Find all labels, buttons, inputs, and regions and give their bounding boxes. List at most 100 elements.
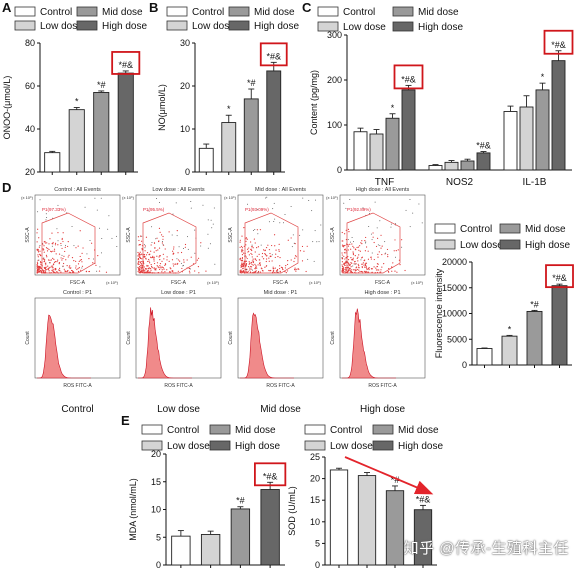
- flow-hist-ylabel: Count: [330, 331, 336, 345]
- flow-event-dot: [350, 271, 352, 273]
- flow-event-dot: [391, 270, 393, 272]
- flow-event-dot: [77, 263, 80, 265]
- flow-event-dot: [343, 202, 345, 204]
- chart-c-legend-swatch: [392, 21, 414, 32]
- flow-event-dot: [150, 244, 152, 246]
- flow-event-dot: [243, 245, 245, 247]
- flow-scatter-exp: (x 10⁶): [21, 195, 34, 200]
- flow-event-dot: [145, 257, 147, 259]
- flow-event-dot: [377, 244, 379, 246]
- flow-event-dot: [315, 199, 317, 201]
- flow-event-dot: [351, 259, 353, 261]
- flow-event-dot: [381, 245, 383, 247]
- flow-event-dot: [344, 248, 346, 251]
- flow-event-dot: [43, 245, 45, 247]
- flow-event-dot: [421, 222, 423, 224]
- flow-event-dot: [194, 270, 196, 272]
- flow-event-dot: [81, 265, 84, 267]
- flow-event-dot: [368, 226, 370, 228]
- flow-event-dot: [96, 209, 98, 211]
- flow-event-dot: [252, 261, 254, 264]
- flow-event-dot: [351, 269, 353, 271]
- flow-event-dot: [409, 198, 411, 200]
- flow-event-dot: [361, 257, 363, 259]
- flow-event-dot: [42, 248, 44, 250]
- flow-event-dot: [239, 246, 241, 248]
- flow-event-dot: [137, 263, 139, 265]
- flow-event-dot: [358, 245, 361, 247]
- flow-event-dot: [276, 269, 279, 271]
- flow-event-dot: [173, 248, 175, 250]
- flow-event-dot: [156, 197, 158, 199]
- flow-event-dot: [39, 269, 41, 272]
- flow-event-dot: [67, 241, 69, 243]
- flow-event-dot: [37, 271, 39, 274]
- flow-scatter-xlabel: FSC-A: [273, 280, 289, 286]
- flow-event-dot: [57, 259, 59, 261]
- flow-event-dot: [176, 258, 178, 260]
- flow-scatter-xlabel: FSC-A: [171, 280, 187, 286]
- flow-event-dot: [358, 264, 360, 267]
- chart-e1-legend-swatch: [209, 424, 231, 435]
- flow-event-dot: [352, 257, 354, 259]
- flow-event-dot: [378, 269, 380, 271]
- flow-event-dot: [245, 264, 247, 266]
- flow-event-dot: [44, 262, 47, 265]
- flow-event-dot: [36, 232, 38, 234]
- flow-event-dot: [278, 243, 280, 245]
- flow-event-dot: [48, 248, 50, 251]
- flow-event-dot: [140, 254, 142, 256]
- flow-event-dot: [39, 245, 41, 247]
- chart-d-y-tick-label: 0: [462, 360, 467, 370]
- flow-event-dot: [254, 268, 256, 270]
- flow-event-dot: [200, 245, 202, 247]
- flow-event-dot: [272, 268, 274, 270]
- flow-event-dot: [240, 250, 243, 252]
- flow-event-dot: [365, 270, 367, 272]
- flow-event-dot: [40, 267, 42, 270]
- flow-event-dot: [364, 242, 366, 244]
- flow-event-dot: [246, 248, 249, 250]
- flow-hist-ylabel: Count: [126, 331, 132, 345]
- flow-event-dot: [259, 262, 261, 264]
- flow-event-dot: [246, 271, 249, 273]
- flow-event-dot: [359, 250, 361, 252]
- flow-event-dot: [242, 271, 244, 273]
- flow-event-dot: [358, 249, 360, 251]
- flow-event-dot: [36, 249, 38, 251]
- flow-event-dot: [137, 270, 139, 273]
- chart-e2-legend-label: Mid dose: [398, 425, 439, 436]
- flow-event-dot: [272, 270, 275, 272]
- flow-event-dot: [46, 250, 49, 252]
- flow-event-dot: [279, 267, 281, 270]
- chart-d: Control Mid dose Low dose High dose 0 5000 100…: [434, 223, 574, 370]
- flow-event-dot: [291, 246, 293, 248]
- flow-event-dot: [54, 244, 57, 246]
- flow-group-label: Mid dose: [260, 404, 301, 415]
- chart-c-highlight-box: [393, 64, 424, 90]
- flow-event-dot: [357, 263, 359, 265]
- chart-c-highlight-box: [543, 29, 574, 55]
- flow-event-dot: [275, 249, 277, 251]
- flow-event-dot: [343, 262, 345, 264]
- flow-event-dot: [37, 251, 40, 253]
- flow-event-dot: [115, 235, 117, 237]
- flow-scatter-xlabel: FSC-A: [375, 280, 391, 286]
- chart-e2-bar: [385, 490, 405, 566]
- flow-event-dot: [306, 245, 308, 247]
- flow-scatter-exp: (x 10⁶): [309, 280, 322, 285]
- flow-event-dot: [62, 257, 64, 260]
- flow-event-dot: [139, 251, 141, 253]
- flow-event-dot: [140, 268, 143, 270]
- flow-event-dot: [348, 269, 350, 271]
- panel-label-d: D: [2, 180, 12, 195]
- flow-event-dot: [251, 260, 253, 262]
- chart-a-legend-swatch: [14, 20, 36, 31]
- flow-event-dot: [342, 240, 344, 242]
- flow-event-dot: [349, 243, 351, 245]
- flow-event-dot: [153, 257, 155, 259]
- flow-event-dot: [48, 270, 50, 272]
- flow-event-dot: [241, 260, 244, 262]
- flow-event-dot: [341, 270, 343, 273]
- flow-event-dot: [166, 259, 168, 261]
